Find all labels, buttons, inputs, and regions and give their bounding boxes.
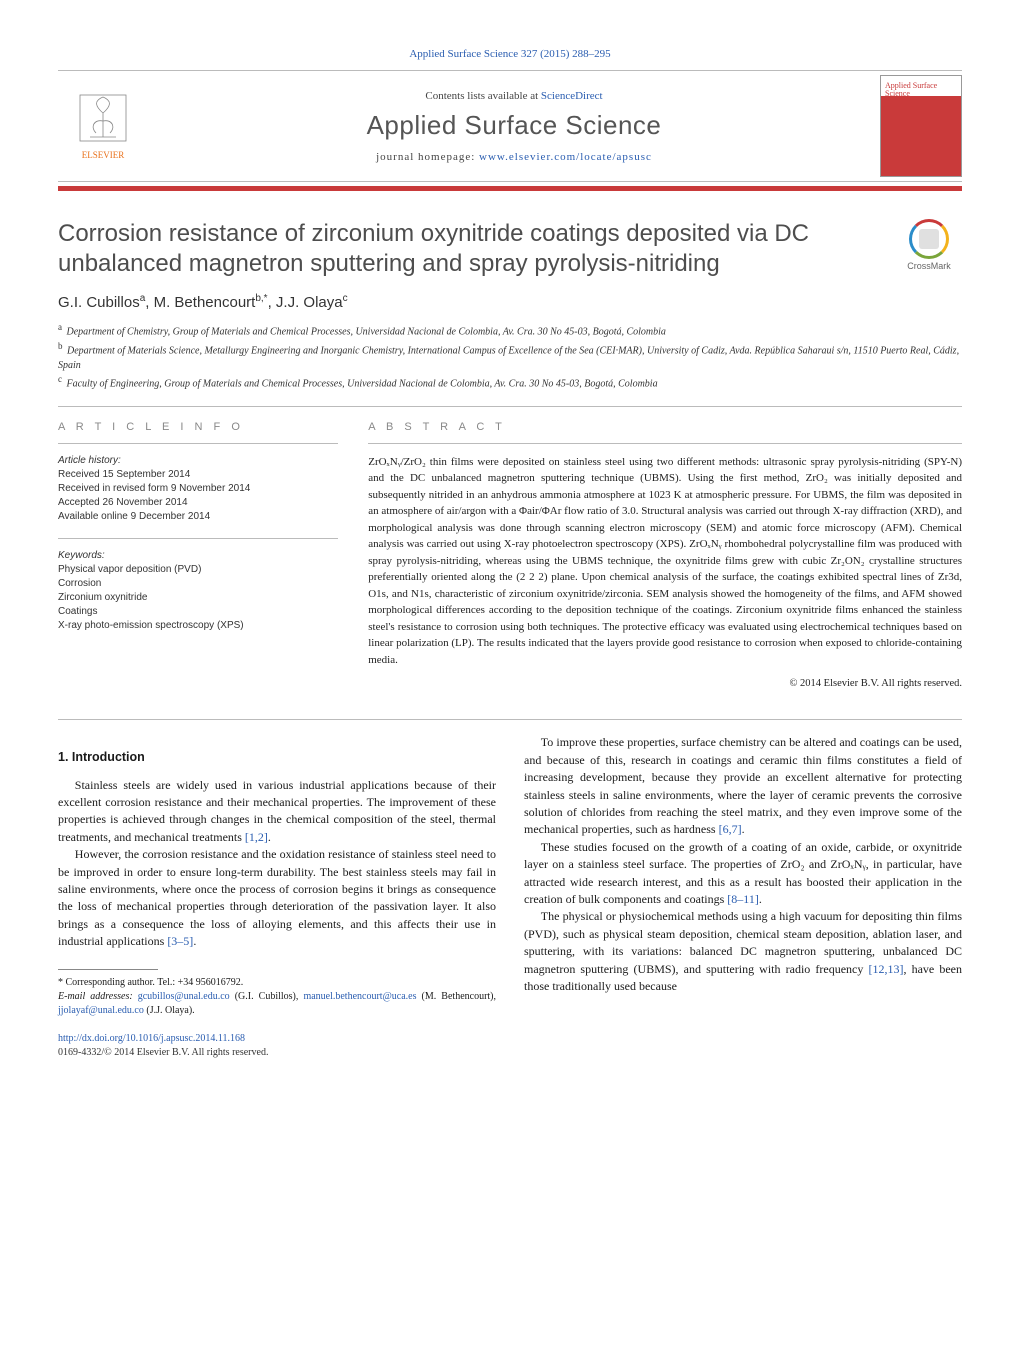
- article-history: Article history: Received 15 September 2…: [58, 454, 338, 524]
- publisher-name: ELSEVIER: [82, 150, 125, 160]
- email-link[interactable]: jjolayaf@unal.edu.co: [58, 1005, 144, 1016]
- masthead: ELSEVIER Contents lists available at Sci…: [58, 70, 962, 182]
- email-link[interactable]: manuel.bethencourt@uca.es: [303, 991, 416, 1002]
- keywords: Keywords: Physical vapor deposition (PVD…: [58, 549, 338, 633]
- publisher-logo: ELSEVIER: [58, 93, 148, 160]
- article-title: Corrosion resistance of zirconium oxynit…: [58, 219, 876, 279]
- email-link[interactable]: gcubillos@unal.edu.co: [138, 991, 230, 1002]
- abstract-text: ZrOₓNᵧ/ZrO₂ thin films were deposited on…: [368, 454, 962, 669]
- journal-reference: Applied Surface Science 327 (2015) 288–2…: [58, 48, 962, 60]
- section-heading: 1. Introduction: [58, 748, 496, 766]
- journal-cover-thumbnail: Applied Surface Science: [880, 75, 962, 177]
- affiliations: a Department of Chemistry, Group of Mate…: [58, 321, 962, 392]
- abstract-copyright: © 2014 Elsevier B.V. All rights reserved…: [368, 678, 962, 689]
- paragraph: However, the corrosion resistance and th…: [58, 846, 496, 950]
- paragraph: Stainless steels are widely used in vari…: [58, 777, 496, 847]
- crossmark-badge[interactable]: CrossMark: [896, 219, 962, 271]
- journal-homepage: journal homepage: www.elsevier.com/locat…: [148, 151, 880, 163]
- paragraph: The physical or physiochemical methods u…: [524, 908, 962, 995]
- doi-block: http://dx.doi.org/10.1016/j.apsusc.2014.…: [58, 1032, 496, 1061]
- crossmark-label: CrossMark: [907, 261, 951, 271]
- abstract-heading: A B S T R A C T: [368, 421, 962, 433]
- sciencedirect-link[interactable]: ScienceDirect: [541, 90, 603, 102]
- authors: G.I. Cubillosa, M. Bethencourtb,*, J.J. …: [58, 293, 962, 311]
- paragraph: To improve these properties, surface che…: [524, 734, 962, 838]
- accent-bar: [58, 186, 962, 191]
- divider: [58, 406, 962, 407]
- footnote-separator: [58, 969, 158, 970]
- contents-line: Contents lists available at ScienceDirec…: [148, 90, 880, 102]
- article-info-heading: A R T I C L E I N F O: [58, 421, 338, 433]
- corresponding-author: * Corresponding author. Tel.: +34 956016…: [58, 976, 496, 990]
- elsevier-tree-icon: [78, 93, 128, 150]
- body-text: 1. Introduction Stainless steels are wid…: [58, 734, 962, 1060]
- journal-title: Applied Surface Science: [148, 110, 880, 141]
- divider: [58, 719, 962, 720]
- issn-copyright: 0169-4332/© 2014 Elsevier B.V. All right…: [58, 1047, 268, 1058]
- homepage-link[interactable]: www.elsevier.com/locate/apsusc: [479, 151, 652, 163]
- crossmark-icon: [909, 219, 949, 259]
- doi-link[interactable]: http://dx.doi.org/10.1016/j.apsusc.2014.…: [58, 1033, 245, 1044]
- paragraph: These studies focused on the growth of a…: [524, 839, 962, 909]
- footnotes: * Corresponding author. Tel.: +34 956016…: [58, 976, 496, 1018]
